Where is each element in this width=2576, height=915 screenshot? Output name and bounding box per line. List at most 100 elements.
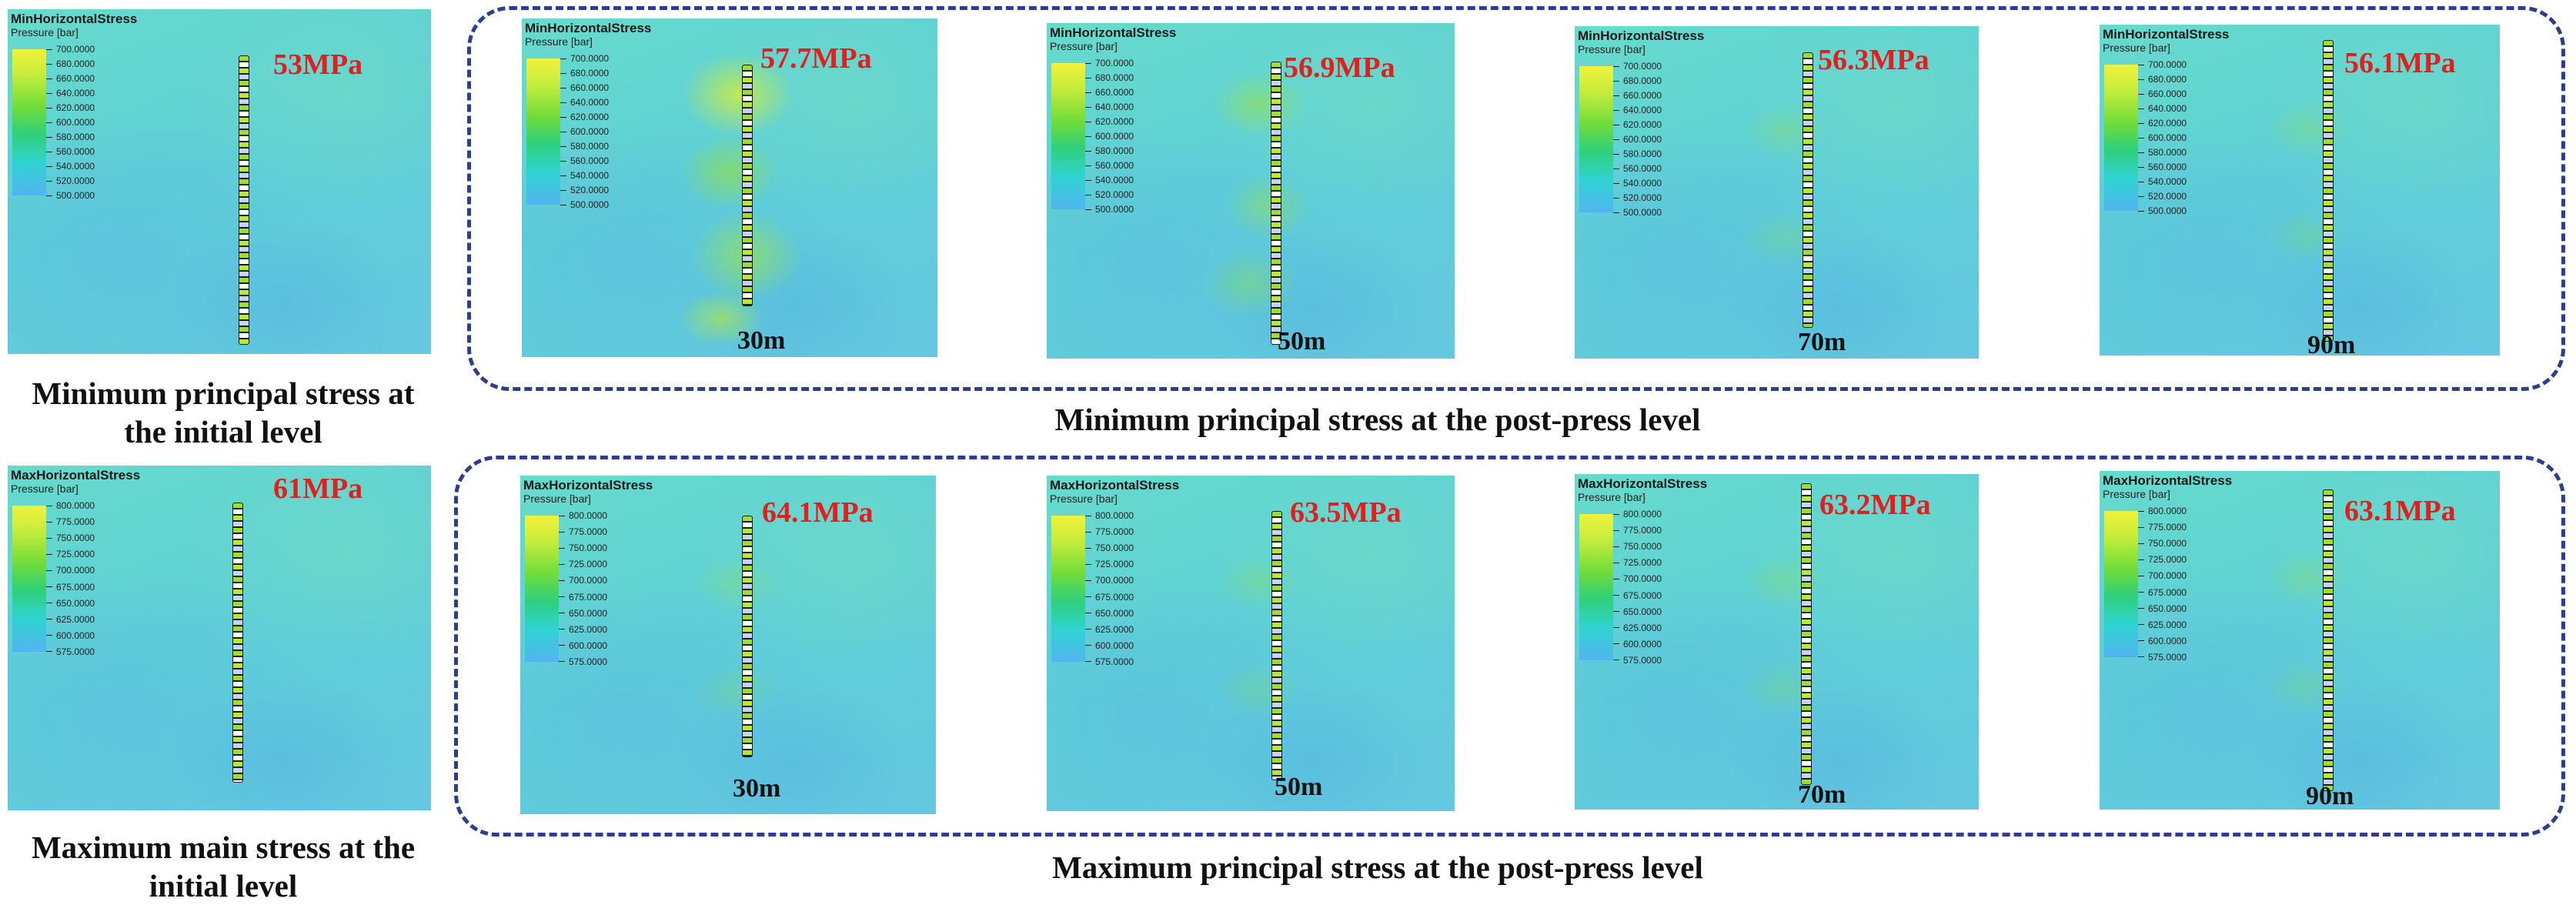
fracture-distance-label: 30m — [733, 774, 781, 803]
colorbar-tick: 725.0000 — [559, 559, 628, 569]
panel-unit: Pressure [bar] — [1050, 40, 1118, 52]
fracture-distance-label: 70m — [1798, 328, 1846, 356]
colorbar-tick: 600.0000 — [46, 117, 115, 128]
colorbar-ticks: 800.0000 775.0000 750.0000 725.0000 700.… — [46, 500, 115, 657]
colorbar-tick: 700.0000 — [2138, 570, 2207, 581]
stress-value-label: 53MPa — [273, 48, 363, 81]
colorbar-tick: 700.0000 — [46, 44, 115, 55]
colorbar-tick: 625.0000 — [1613, 623, 1682, 633]
wellbore — [742, 65, 753, 306]
fracture-distance-label: 30m — [737, 326, 786, 355]
colorbar-tick: 650.0000 — [559, 608, 628, 619]
panel-title: MaxHorizontalStress — [1578, 476, 1708, 491]
stress-value-label: 56.9MPa — [1284, 52, 1395, 84]
colorbar-tick: 680.0000 — [46, 58, 115, 69]
colorbar-tick: 600.0000 — [2138, 636, 2207, 646]
panel-title: MinHorizontalStress — [525, 21, 652, 35]
colorbar-tick: 675.0000 — [1085, 592, 1154, 603]
wellbore — [1271, 62, 1281, 345]
colorbar-tick: 500.0000 — [1613, 207, 1682, 218]
colorbar-tick: 800.0000 — [1085, 510, 1154, 521]
colorbar-tick: 600.0000 — [1085, 640, 1154, 651]
colorbar-tick: 520.0000 — [2138, 191, 2207, 202]
colorbar-tick: 640.0000 — [1613, 105, 1682, 115]
caption-initial-max: Maximum main stress at the initial level — [31, 830, 416, 903]
colorbar-ticks: 800.0000 775.0000 750.0000 725.0000 700.… — [2138, 506, 2207, 663]
colorbar — [2104, 65, 2138, 211]
panel-unit: Pressure [bar] — [1578, 43, 1645, 55]
panel-title: MinHorizontalStress — [2103, 27, 2230, 42]
colorbar-tick: 625.0000 — [559, 624, 628, 635]
colorbar-tick: 620.0000 — [560, 112, 630, 122]
colorbar-tick: 575.0000 — [46, 646, 115, 657]
colorbar-tick: 575.0000 — [1613, 655, 1682, 666]
colorbar-tick: 500.0000 — [46, 190, 115, 201]
colorbar-tick: 520.0000 — [560, 185, 630, 195]
panel-unit: Pressure [bar] — [11, 26, 79, 38]
colorbar-tick: 750.0000 — [1613, 541, 1682, 552]
colorbar-tick: 575.0000 — [559, 656, 628, 667]
colorbar-tick: 620.0000 — [1613, 119, 1682, 130]
colorbar-tick: 640.0000 — [2138, 103, 2207, 114]
colorbar-ticks: 700.0000 680.0000 660.0000 640.0000 620.… — [560, 53, 630, 210]
min-stress-panel-50m: MinHorizontalStress Pressure [bar] 700.0… — [1047, 23, 1455, 359]
colorbar-tick: 650.0000 — [46, 598, 115, 609]
colorbar-tick: 580.0000 — [560, 141, 630, 152]
colorbar-tick: 640.0000 — [560, 97, 630, 108]
colorbar-tick: 540.0000 — [1613, 178, 1682, 189]
colorbar-tick: 650.0000 — [1613, 606, 1682, 617]
colorbar — [1051, 516, 1085, 662]
colorbar-tick: 560.0000 — [2138, 162, 2207, 172]
wellbore — [2323, 489, 2334, 791]
min-stress-panel-30m: MinHorizontalStress Pressure [bar] 700.0… — [522, 18, 937, 357]
colorbar-tick: 650.0000 — [1085, 608, 1154, 619]
colorbar — [12, 506, 46, 652]
colorbar-tick: 625.0000 — [46, 614, 115, 625]
wellbore — [232, 503, 243, 783]
panel-title: MinHorizontalStress — [11, 12, 138, 26]
stress-value-label: 56.3MPa — [1818, 44, 1929, 76]
colorbar-tick: 640.0000 — [1085, 102, 1154, 112]
colorbar-tick: 540.0000 — [2138, 176, 2207, 187]
colorbar-ticks: 800.0000 775.0000 750.0000 725.0000 700.… — [559, 510, 628, 667]
colorbar-tick: 775.0000 — [1613, 525, 1682, 536]
colorbar — [525, 516, 559, 662]
colorbar-tick: 725.0000 — [1085, 559, 1154, 569]
colorbar — [526, 58, 560, 205]
colorbar-tick: 540.0000 — [46, 161, 115, 172]
colorbar-tick: 675.0000 — [1613, 590, 1682, 601]
colorbar-tick: 800.0000 — [1613, 509, 1682, 519]
colorbar-ticks: 700.0000 680.0000 660.0000 640.0000 620.… — [1613, 61, 1682, 218]
max-stress-panel-70m: MaxHorizontalStress Pressure [bar] 800.0… — [1575, 474, 1979, 810]
colorbar-tick: 700.0000 — [2138, 59, 2207, 70]
colorbar-tick: 775.0000 — [559, 526, 628, 537]
colorbar-tick: 660.0000 — [1085, 87, 1154, 98]
colorbar-tick: 620.0000 — [46, 102, 115, 113]
max-stress-panel-50m: MaxHorizontalStress Pressure [bar] 800.0… — [1047, 476, 1455, 811]
wellbore — [1271, 511, 1282, 780]
colorbar-tick: 700.0000 — [1613, 573, 1682, 584]
colorbar-tick: 600.0000 — [1085, 131, 1154, 142]
panel-unit: Pressure [bar] — [11, 483, 79, 495]
colorbar — [1051, 63, 1085, 209]
colorbar-tick: 700.0000 — [1613, 61, 1682, 72]
fracture-distance-label: 50m — [1275, 773, 1323, 801]
colorbar-tick: 725.0000 — [1613, 557, 1682, 568]
colorbar-tick: 520.0000 — [1085, 189, 1154, 200]
min-stress-panel-initial: MinHorizontalStress Pressure [bar] 700.0… — [8, 9, 431, 354]
min-stress-panel-70m: MinHorizontalStress Pressure [bar] 700.0… — [1575, 26, 1979, 359]
colorbar-tick: 750.0000 — [46, 533, 115, 543]
colorbar-tick: 680.0000 — [1613, 75, 1682, 86]
panel-title: MaxHorizontalStress — [2103, 473, 2233, 488]
stress-value-label: 63.2MPa — [1819, 489, 1931, 521]
colorbar-tick: 620.0000 — [1085, 116, 1154, 127]
post-press-max-group — [454, 456, 2565, 837]
colorbar-tick: 775.0000 — [46, 516, 115, 527]
colorbar-tick: 700.0000 — [1085, 575, 1154, 586]
colorbar-tick: 680.0000 — [2138, 74, 2207, 85]
fracture-distance-label: 90m — [2306, 782, 2354, 810]
colorbar-tick: 660.0000 — [560, 82, 630, 93]
caption-post-press-max: Maximum principal stress at the post-pre… — [1052, 850, 1703, 885]
colorbar-tick: 660.0000 — [1613, 90, 1682, 101]
colorbar-tick: 580.0000 — [46, 132, 115, 142]
